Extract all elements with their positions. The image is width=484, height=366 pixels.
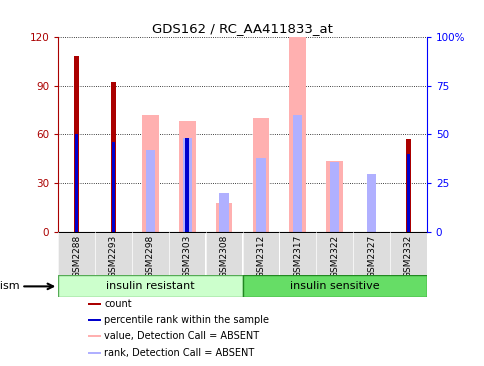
Title: GDS162 / RC_AA411833_at: GDS162 / RC_AA411833_at [152,22,332,36]
Text: GSM2322: GSM2322 [330,235,338,278]
Bar [182,138,192,232]
Bar [185,138,189,232]
Bar [279,233,316,274]
Text: GSM2293: GSM2293 [109,235,118,278]
Text: GSM2303: GSM2303 [182,235,191,278]
Bar [219,193,228,232]
Text: percentile rank within the sample: percentile rank within the sample [104,315,269,325]
Bar [146,150,155,232]
Bar [252,118,269,232]
Bar [316,233,352,274]
Text: insulin sensitive: insulin sensitive [289,281,378,291]
Text: GSM2308: GSM2308 [219,235,228,278]
Bar [74,56,79,232]
Text: metabolism: metabolism [0,281,19,291]
Text: GSM2298: GSM2298 [146,235,154,278]
Text: count: count [104,299,132,309]
Text: GSM2327: GSM2327 [366,235,375,278]
Bar [215,203,232,232]
Bar [110,82,116,232]
Bar [256,158,265,232]
Bar [88,303,101,305]
Bar [405,139,410,232]
Bar [58,276,242,297]
Bar [179,122,195,232]
Bar [132,233,168,274]
Text: rank, Detection Call = ABSENT: rank, Detection Call = ABSENT [104,348,254,358]
Bar [352,233,389,274]
Text: GSM2332: GSM2332 [403,235,412,278]
Bar [205,233,242,274]
Bar [292,115,302,232]
Bar [289,37,305,232]
Bar [326,161,342,232]
Bar [406,154,409,232]
Bar [366,173,376,232]
Bar [242,276,426,297]
Bar [142,115,158,232]
Bar [330,162,339,232]
Bar [95,233,132,274]
Bar [88,352,101,354]
Bar [168,233,205,274]
Bar [389,233,426,274]
Text: insulin resistant: insulin resistant [106,281,194,291]
Bar [58,233,95,274]
Bar [88,319,101,321]
Text: GSM2317: GSM2317 [293,235,302,278]
Text: GSM2288: GSM2288 [72,235,81,278]
Bar [75,134,78,232]
Bar [88,335,101,337]
Text: value, Detection Call = ABSENT: value, Detection Call = ABSENT [104,331,259,341]
Bar [111,142,115,232]
Bar [242,233,279,274]
Text: GSM2312: GSM2312 [256,235,265,278]
